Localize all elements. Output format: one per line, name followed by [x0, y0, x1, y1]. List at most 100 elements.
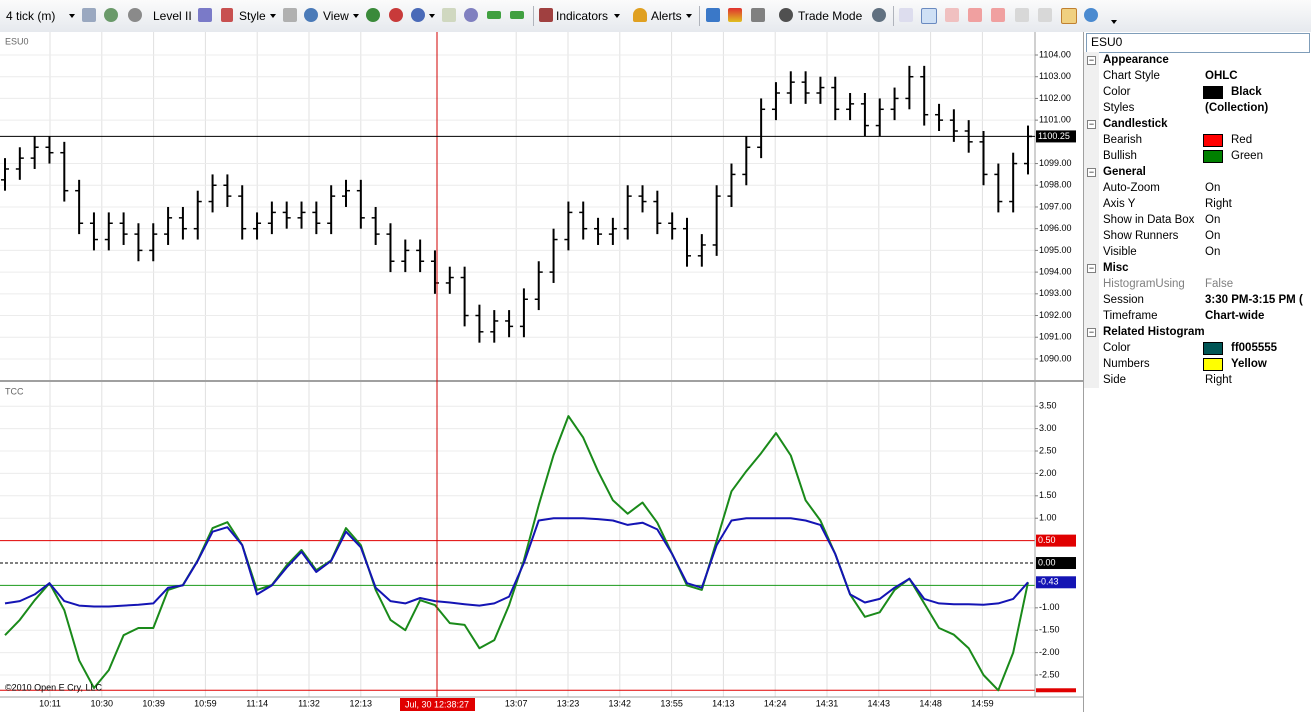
property-row[interactable]: Numbers Yellow	[1084, 356, 1311, 372]
property-value[interactable]: False	[1205, 278, 1234, 290]
icon[interactable]	[706, 8, 720, 22]
property-value[interactable]: Right	[1205, 374, 1232, 386]
dropdown-arrow[interactable]	[353, 14, 359, 18]
property-row[interactable]: Bullish Green	[1084, 148, 1311, 164]
object-selector[interactable]: ESU0	[1086, 33, 1310, 53]
overlays: 10:11 10:30 10:39 10:59 11:14 11:32 12:13 13:07…	[0, 49, 1076, 711]
dropdown-arrow[interactable]	[270, 14, 276, 18]
dropdown-arrow[interactable]	[686, 14, 692, 18]
icon[interactable]	[304, 8, 318, 22]
icon[interactable]	[991, 8, 1005, 22]
property-value[interactable]: Red	[1231, 134, 1253, 146]
crosshair-time-box	[400, 698, 475, 711]
trade-mode-button[interactable]: Trade Mode	[798, 9, 863, 23]
collapse-toggle[interactable]: −	[1087, 263, 1096, 273]
dropdown-arrow[interactable]	[614, 14, 620, 18]
icon[interactable]	[104, 8, 118, 22]
x-tick-label: 14:59	[971, 698, 994, 708]
undo[interactable]	[510, 11, 524, 19]
property-value[interactable]: 3:30 PM-3:15 PM (	[1205, 294, 1303, 306]
view-menu[interactable]: View	[323, 9, 349, 23]
icon[interactable]	[82, 8, 96, 22]
icon[interactable]	[442, 8, 456, 22]
icon[interactable]	[728, 8, 742, 22]
property-value[interactable]: On	[1205, 230, 1221, 242]
property-group: − Related Histogram	[1084, 324, 1311, 340]
property-name: Show in Data Box	[1103, 214, 1195, 226]
style-menu[interactable]: Style	[239, 9, 266, 23]
y-tick-label: 1101.00	[1039, 115, 1071, 125]
gutter	[1084, 308, 1099, 324]
icon[interactable]	[872, 8, 886, 22]
y-tick-label: 3.00	[1039, 423, 1057, 433]
property-name: Bullish	[1103, 150, 1137, 162]
property-row[interactable]: Color Black	[1084, 84, 1311, 100]
property-value[interactable]: On	[1205, 182, 1221, 194]
icon[interactable]	[283, 8, 297, 22]
indicators-menu[interactable]: Indicators	[556, 9, 609, 23]
property-row[interactable]: Bearish Red	[1084, 132, 1311, 148]
dropdown-arrow[interactable]	[69, 14, 75, 18]
property-row[interactable]: Chart Style OHLC	[1084, 68, 1311, 84]
property-value[interactable]: Right	[1205, 198, 1232, 210]
property-row[interactable]: Auto-Zoom On	[1084, 180, 1311, 196]
redo[interactable]	[487, 11, 501, 19]
dropdown-arrow[interactable]	[429, 14, 435, 18]
x-tick-label: 13:07	[505, 698, 528, 708]
property-value[interactable]: Black	[1231, 86, 1262, 98]
icon[interactable]	[1061, 8, 1077, 24]
property-value[interactable]: ff005555	[1231, 342, 1278, 354]
property-row[interactable]: Timeframe Chart-wide	[1084, 308, 1311, 324]
collapse-toggle[interactable]: −	[1087, 327, 1096, 337]
cursor-tool[interactable]	[899, 8, 913, 22]
property-row[interactable]: Styles (Collection)	[1084, 100, 1311, 116]
property-row[interactable]: Show Runners On	[1084, 228, 1311, 244]
property-value[interactable]: On	[1205, 214, 1221, 226]
x-tick-label: 12:13	[350, 698, 373, 708]
property-row[interactable]: Side Right	[1084, 372, 1311, 388]
tick-selector[interactable]: 4 tick (m)	[6, 9, 56, 23]
icon[interactable]	[751, 8, 765, 22]
icon[interactable]	[539, 8, 553, 22]
icon[interactable]	[779, 8, 793, 22]
property-value[interactable]: Chart-wide	[1205, 310, 1265, 322]
icon[interactable]	[633, 8, 647, 22]
icon[interactable]	[1038, 8, 1052, 22]
property-row[interactable]: Axis Y Right	[1084, 196, 1311, 212]
icon[interactable]	[1015, 8, 1029, 22]
color-swatch	[1203, 358, 1223, 371]
icon[interactable]	[968, 8, 982, 22]
collapse-toggle[interactable]: −	[1087, 167, 1096, 177]
icon[interactable]	[945, 8, 959, 22]
property-row[interactable]: Color ff005555	[1084, 340, 1311, 356]
property-row[interactable]: HistogramUsing False	[1084, 276, 1311, 292]
separator	[699, 6, 700, 26]
alerts-menu[interactable]: Alerts	[651, 9, 682, 23]
icon[interactable]	[464, 8, 478, 22]
level-ii-button[interactable]: Level II	[153, 9, 192, 23]
property-value[interactable]: Yellow	[1231, 358, 1267, 370]
zoom-out[interactable]	[389, 8, 403, 22]
x-tick-label: 11:32	[298, 698, 320, 708]
property-value[interactable]: (Collection)	[1205, 102, 1269, 114]
property-row[interactable]: Visible On	[1084, 244, 1311, 260]
icon[interactable]	[198, 8, 212, 22]
icon[interactable]	[128, 8, 142, 22]
crosshair-time-label: Jul, 30 12:38:27	[405, 699, 469, 709]
collapse-toggle[interactable]: −	[1087, 119, 1096, 129]
icon[interactable]	[1084, 8, 1098, 22]
property-value[interactable]: Green	[1231, 150, 1263, 162]
y-tick-label: -1.00	[1039, 602, 1060, 612]
collapse-toggle[interactable]: −	[1087, 55, 1096, 65]
dropdown-arrow[interactable]	[1111, 20, 1117, 24]
property-row[interactable]: Show in Data Box On	[1084, 212, 1311, 228]
level-label: 0.50	[1038, 535, 1056, 545]
property-value[interactable]: OHLC	[1205, 70, 1238, 82]
crosshair-tool[interactable]	[921, 8, 937, 24]
icon[interactable]	[221, 8, 233, 22]
zoom-in[interactable]	[366, 8, 380, 22]
zoom[interactable]	[411, 8, 425, 22]
y-tick-label: 3.50	[1039, 401, 1057, 411]
property-value[interactable]: On	[1205, 246, 1221, 258]
property-row[interactable]: Session 3:30 PM-3:15 PM (	[1084, 292, 1311, 308]
